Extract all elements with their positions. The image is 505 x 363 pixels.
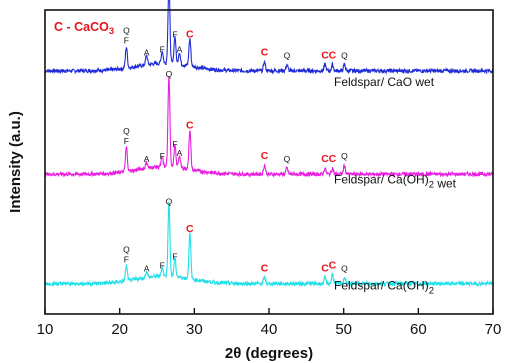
peak-label: Q <box>284 154 291 164</box>
peak-label: A <box>177 45 183 55</box>
peak-label: Q <box>341 151 348 161</box>
x-tick-label: 40 <box>261 321 278 338</box>
peak-labels: QFAFQFACCQCCQQFAFQFACCQCCQQFAFQFCCCCQ <box>123 25 348 274</box>
peak-label: F <box>160 151 165 161</box>
series-name-label: Feldspar/ Ca(OH)2 wet <box>334 172 457 190</box>
peak-label: C <box>321 50 329 62</box>
x-tick-label: 10 <box>37 321 54 338</box>
peak-label: Q <box>341 51 348 61</box>
series-name-label: Feldspar/ CaO wet <box>334 75 435 89</box>
x-tick-label: 60 <box>410 321 427 338</box>
peak-label: Q <box>123 126 130 136</box>
peak-label: C <box>261 262 269 274</box>
x-tick-label: 30 <box>186 321 203 338</box>
plot-frame <box>44 9 494 315</box>
peak-label: F <box>172 139 177 149</box>
peak-label: C <box>329 153 337 165</box>
peak-label: C <box>186 120 194 132</box>
peak-label: C <box>261 150 269 162</box>
peak-label: F <box>124 254 129 264</box>
peak-label: Q <box>123 25 130 35</box>
peak-label: C <box>261 47 269 59</box>
peak-label: F <box>160 260 165 270</box>
series-curves <box>44 0 494 288</box>
peak-label: A <box>144 48 150 58</box>
series-labels: Feldspar/ CaO wet Feldspar/ Ca(OH)2 wet Fe… <box>334 75 457 297</box>
peak-label: F <box>160 45 165 55</box>
y-axis-label: Intensity (a.u.) <box>7 111 24 213</box>
peak-label: C <box>321 153 329 165</box>
series-name-label: Feldspar/ Ca(OH)2 <box>334 279 434 297</box>
series-line <box>44 202 494 288</box>
series-line <box>44 0 494 75</box>
peak-label: F <box>172 29 177 39</box>
peak-label: A <box>144 263 150 273</box>
series-line <box>44 76 494 179</box>
peak-label: C <box>329 50 337 62</box>
x-tick-label: 50 <box>335 321 352 338</box>
peak-label: F <box>172 251 177 261</box>
peak-label: Q <box>341 263 348 273</box>
peak-label: C <box>186 28 194 40</box>
peak-label: F <box>124 136 129 146</box>
x-axis-label: 2θ (degrees) <box>225 345 313 362</box>
x-axis-ticks: 10 20 30 40 50 60 70 <box>37 308 502 338</box>
peak-label: C <box>321 262 329 274</box>
peak-label: Q <box>166 69 173 79</box>
peak-label: C <box>329 259 337 271</box>
peak-label: A <box>177 148 183 158</box>
peak-label: A <box>144 154 150 164</box>
x-tick-label: 20 <box>111 321 128 338</box>
peak-label: Q <box>166 197 173 207</box>
carbonate-legend-note: C - CaCO3 <box>54 20 114 37</box>
peak-label: F <box>124 35 129 45</box>
peak-label: Q <box>284 51 291 61</box>
peak-label: C <box>186 223 194 235</box>
x-tick-label: 70 <box>485 321 502 338</box>
peak-label: Q <box>123 244 130 254</box>
